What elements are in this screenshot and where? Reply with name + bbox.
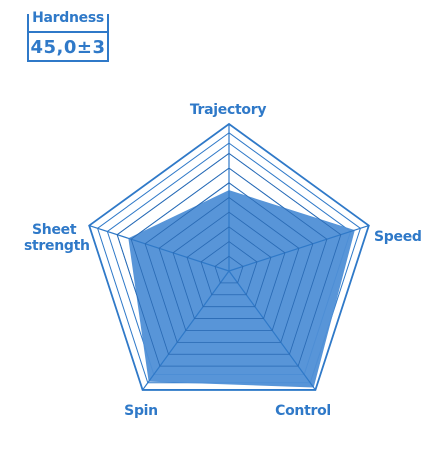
radar-ring-overlay: [116, 152, 342, 367]
radar-ring-overlay: [130, 167, 328, 355]
radar-ring-overlay: [158, 197, 300, 331]
hardness-value: 45,0±3: [30, 37, 106, 58]
radar-ring-overlay: [144, 182, 314, 343]
axis-label-sheet-line1: Sheet: [32, 222, 77, 238]
radar-spokes: [89, 124, 369, 391]
radar-ring-overlay: [186, 226, 272, 308]
radar-ring-overlay: [172, 211, 286, 319]
axis-label-spin: Spin: [124, 403, 158, 419]
hardness-label: Hardness: [32, 10, 104, 26]
radar-ring-overlay: [214, 255, 244, 284]
radar-ring: [88, 122, 370, 391]
axis-label-trajectory: Trajectory: [190, 102, 266, 118]
hardness-badge-frame: [27, 14, 109, 62]
axis-label-control: Control: [275, 403, 331, 419]
hardness-badge: Hardness 45,0±3: [26, 6, 110, 62]
radar-ring-overlay: [200, 241, 258, 296]
axis-label-speed: Speed: [374, 229, 422, 245]
axis-label-sheet-line2: strength: [24, 238, 90, 254]
